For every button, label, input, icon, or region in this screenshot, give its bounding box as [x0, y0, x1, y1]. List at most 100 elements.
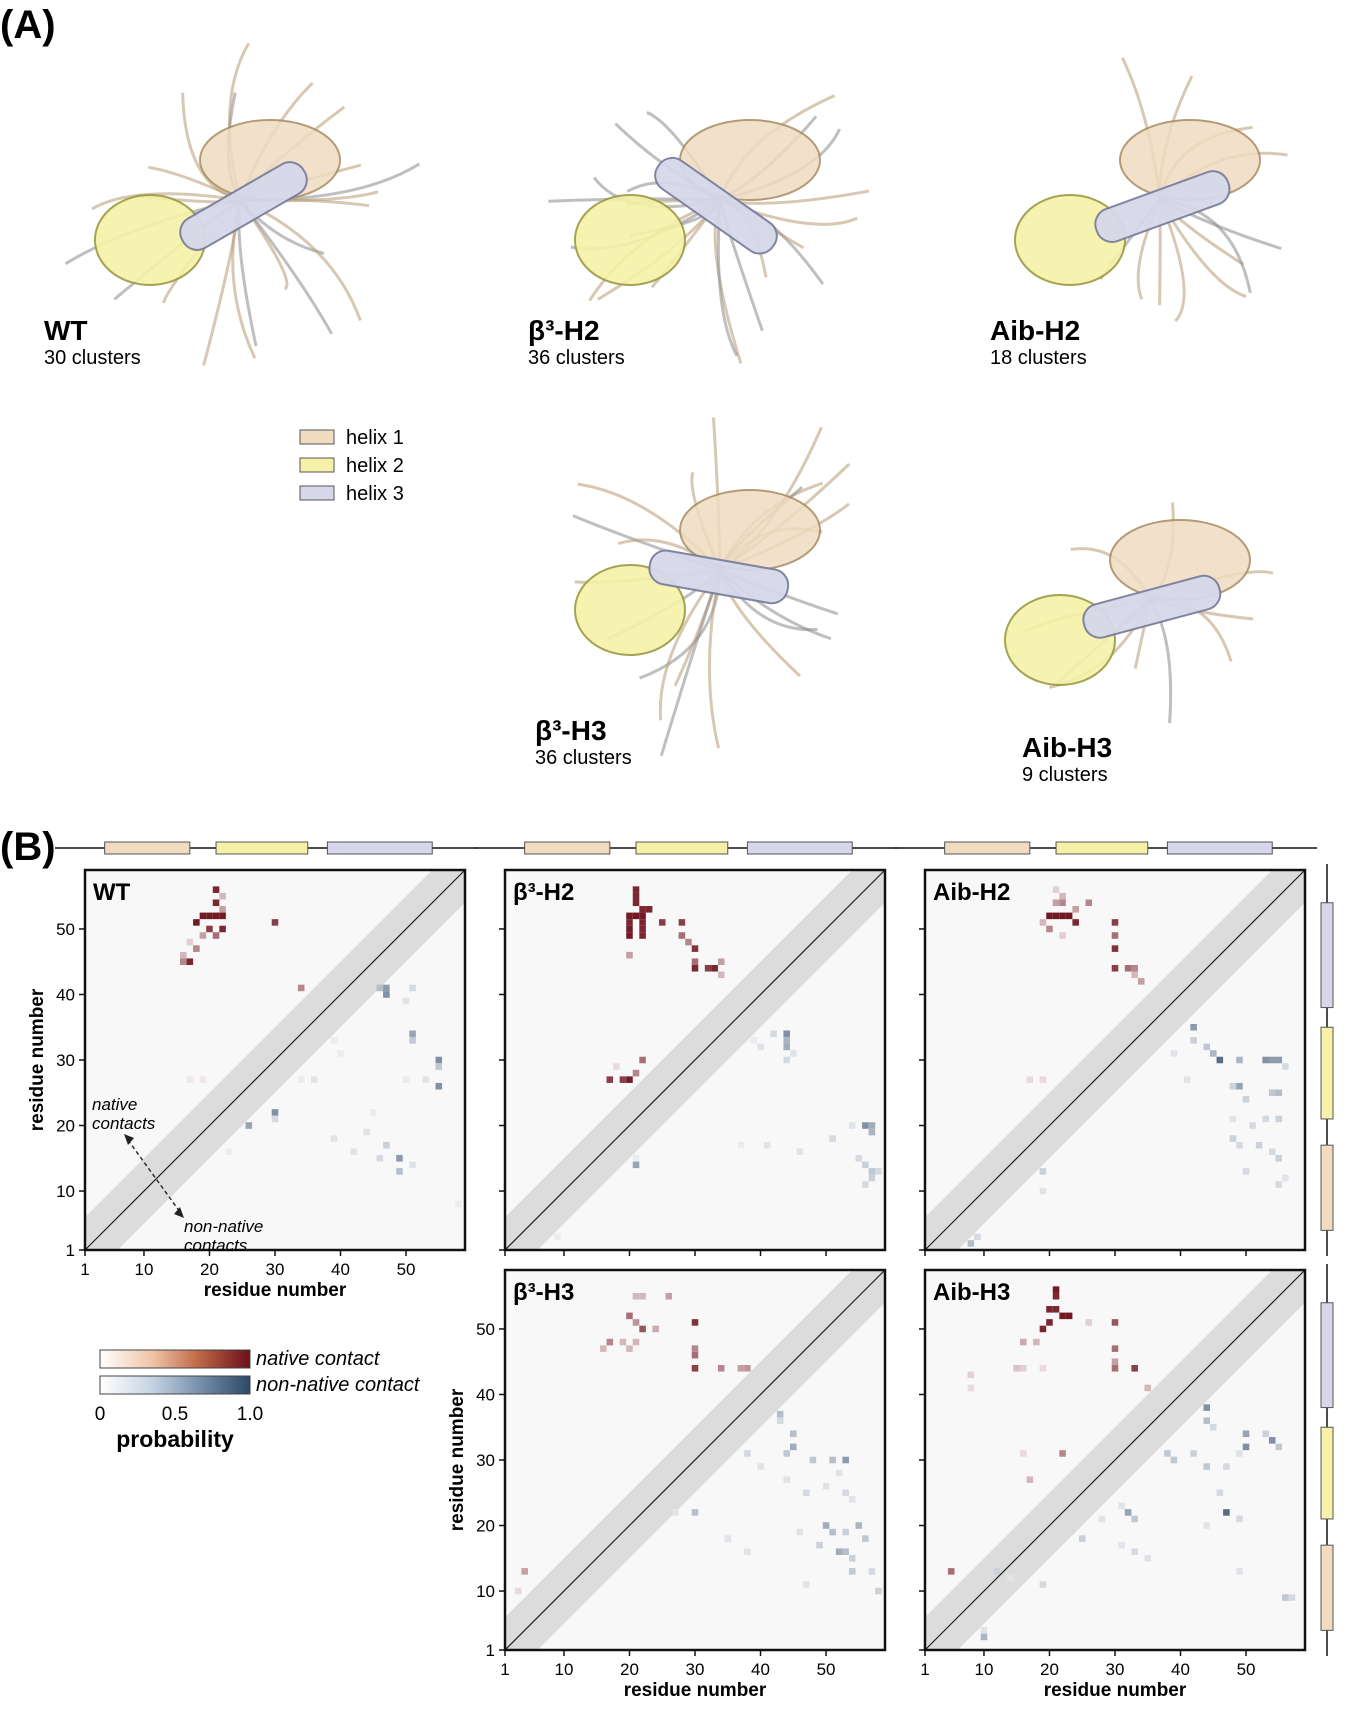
native-contact-cell: [639, 906, 646, 913]
native-contact-cell: [1111, 965, 1119, 972]
non-native-contact-cell: [835, 1548, 843, 1555]
native-contact-cell: [639, 1056, 646, 1064]
non-native-contact-cell: [875, 1168, 882, 1175]
colorbar-tick-1: 1.0: [237, 1404, 263, 1425]
structure-ensemble: [1004, 502, 1274, 724]
helix-2-segment: [1055, 841, 1149, 855]
non-native-contact-cell: [737, 1141, 745, 1149]
non-native-contact-cell: [1229, 1115, 1237, 1123]
y-tick-label: 50: [476, 1320, 495, 1339]
y-tick-label: 30: [476, 1451, 495, 1470]
native-contact-cell: [626, 912, 633, 920]
svg-text:WT: WT: [44, 315, 88, 346]
native-contact-cell: [691, 965, 699, 972]
non-native-contact-cell: [1255, 1141, 1263, 1149]
non-native-contact-cell: [757, 1463, 764, 1470]
non-native-contact-cell: [1190, 1023, 1197, 1031]
x-tick-label: 1: [920, 1660, 929, 1679]
non-native-contact-cell: [763, 1141, 771, 1149]
native-contact-cell: [1039, 1325, 1047, 1333]
non-native-contact-cell: [1229, 1082, 1237, 1090]
non-native-contact-cell: [435, 1082, 443, 1090]
native-contact-cell: [193, 945, 200, 952]
non-native-contact-cell: [409, 1161, 416, 1169]
annotation-arrow: [127, 1139, 181, 1213]
native-contact-cell: [652, 1325, 659, 1333]
native-contact-cell: [717, 958, 725, 965]
y-tick-label: 20: [476, 1517, 495, 1536]
y-tick-label: 1: [66, 1241, 75, 1260]
native-contact-cell: [1046, 912, 1053, 920]
non-native-contact-cell: [790, 1430, 797, 1438]
helix-3-bundle: [179, 161, 308, 251]
non-native-contact-cell: [1006, 1574, 1014, 1582]
helix-2-segment: [215, 841, 309, 855]
non-native-contact-cell: [1268, 1437, 1276, 1444]
non-native-contact-cell: [1223, 1509, 1230, 1516]
native-contact-cell: [967, 1371, 975, 1379]
x-tick-label: 40: [331, 1260, 350, 1279]
y-axis-label: residue number: [27, 988, 48, 1131]
annotation-arrowhead-up: [124, 1134, 134, 1145]
non-native-contact-cell: [862, 1181, 869, 1188]
non-native-contact-cell: [1223, 1463, 1230, 1470]
non-native-contact-cell: [790, 1050, 797, 1057]
native-contact-cell: [632, 886, 640, 893]
native-contacts-annotation: native contacts: [92, 1095, 156, 1133]
contact-map: WT 11 10 10 20 20 30 30 40 40 50 50 residue number re…: [27, 841, 477, 1301]
helix-2-segment: [1320, 1426, 1334, 1520]
y-tick-label: 1: [486, 1641, 495, 1660]
helix-1-segment: [944, 841, 1031, 855]
helix-3-label: helix 3: [346, 483, 404, 505]
non-native-contact-cell: [1275, 1181, 1283, 1188]
non-native-contacts-annotation: non-native contacts: [184, 1217, 268, 1255]
non-native-contact-cell: [1282, 1063, 1289, 1070]
non-native-contact-cell: [1275, 1115, 1283, 1123]
non-native-contact-cell: [842, 1456, 849, 1464]
non-native-contact-cell: [1124, 1509, 1132, 1516]
diagonal-line: [924, 869, 1306, 1251]
non-native-contact-cell: [1118, 1502, 1125, 1510]
non-native-contact-cell: [848, 1496, 856, 1503]
native-contact-cell: [606, 1338, 614, 1346]
non-native-contact-cell: [1268, 1056, 1276, 1064]
non-native-contact-cell: [691, 1509, 699, 1516]
non-native-contact-cell: [796, 1148, 804, 1155]
non-native-contact-cell: [1262, 1430, 1269, 1438]
non-native-contact-cell: [383, 1141, 390, 1149]
non-native-contact-cell: [875, 1587, 882, 1595]
x-tick-label: 1: [80, 1260, 89, 1279]
non-native-contact-cell: [1275, 1056, 1283, 1064]
svg-text:Aib-H2: Aib-H2: [990, 315, 1080, 346]
non-native-contact-cell: [803, 1489, 810, 1497]
native-contact-cell: [639, 1292, 646, 1300]
non-native-contact-cell: [672, 1509, 679, 1516]
colorbar-nonnative: [99, 1375, 251, 1395]
y-tick-label: 40: [56, 985, 75, 1004]
non-native-contact-cell: [783, 1056, 790, 1064]
native-contact-cell: [1111, 1345, 1119, 1352]
non-native-contact-cell: [632, 1155, 640, 1162]
svg-text:9 clusters: 9 clusters: [1022, 764, 1108, 786]
helix-legend: helix 1 helix 2 helix 3: [299, 427, 404, 505]
native-contact-cell: [626, 932, 633, 939]
native-contact-cell: [186, 958, 194, 965]
non-native-contact-cell: [271, 1115, 279, 1123]
non-native-contact-cell: [1144, 1555, 1152, 1562]
contact-map: Aib-H3 1 10 20 30 40 50 residue number: [919, 1264, 1334, 1701]
non-native-contact-cell: [757, 1043, 764, 1051]
native-contact-cell: [1059, 1312, 1066, 1320]
helix-3-bundle: [1082, 574, 1222, 639]
non-native-contact-cell: [1262, 1115, 1269, 1123]
native-contact-cell: [180, 958, 187, 965]
native-contact-cell: [626, 1312, 633, 1320]
non-native-contact-cell: [1170, 1456, 1178, 1464]
native-contact-cell: [967, 1384, 975, 1392]
helix-2-segment: [1320, 1026, 1334, 1120]
helix-3-segment: [326, 841, 433, 855]
non-native-contact-cell: [783, 1030, 790, 1038]
non-native-contact-cell: [1170, 1050, 1178, 1057]
native-contact-cell: [691, 1351, 699, 1359]
non-native-contact-cell: [1203, 1043, 1210, 1051]
